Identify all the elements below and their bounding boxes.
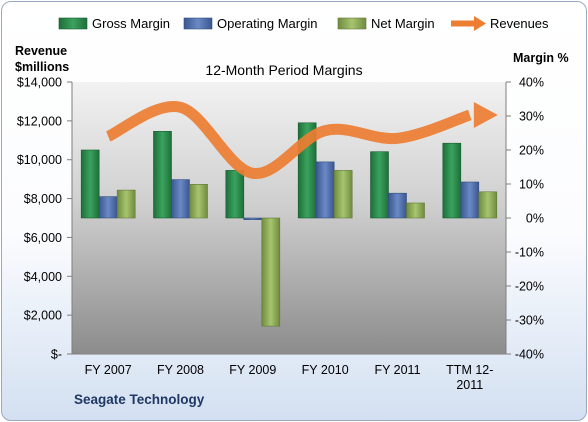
left-tick-label-2: $4,000 <box>24 270 62 284</box>
x-tick-label-2: FY 2008 <box>157 363 204 377</box>
x-tick-label-1: FY 2007 <box>85 363 132 377</box>
bar-gross-margin-5 <box>370 151 389 219</box>
bar-operating-margin-2 <box>171 179 190 219</box>
legend-label-operating-margin: Operating Margin <box>217 16 317 31</box>
legend-item-operating-margin: Operating Margin <box>183 16 317 31</box>
right-tick-label-3: -10% <box>515 246 544 260</box>
bar-operating-margin-5 <box>388 192 407 219</box>
left-tick-label-4: $8,000 <box>24 192 62 206</box>
left-axis-title-line1: Revenue <box>15 44 67 58</box>
company-name: Seagate Technology <box>74 392 205 407</box>
x-tick-label-3: FY 2009 <box>229 363 276 377</box>
x-tick-label-6-line2: 2011 <box>456 378 483 392</box>
left-tick-label-1: $2,000 <box>24 309 62 323</box>
x-tick-label-5: FY 2011 <box>374 363 420 377</box>
revenue-arrowhead <box>473 102 498 129</box>
legend-label-revenues: Revenues <box>490 16 549 31</box>
bar-net-margin-5 <box>406 202 425 219</box>
left-tick-label-0: $- <box>51 348 62 362</box>
bar-gross-margin-1 <box>80 149 100 219</box>
x-tick-label-4: FY 2010 <box>302 363 349 377</box>
left-tick-label-6: $12,000 <box>17 114 62 128</box>
bar-gross-margin-2 <box>153 131 172 219</box>
legend-swatch-gross-margin <box>58 17 88 30</box>
left-tick-label-5: $10,000 <box>17 153 62 167</box>
right-tick-label-1: -30% <box>515 314 544 328</box>
bar-gross-margin-3 <box>225 170 245 219</box>
right-tick-label-6: 20% <box>519 144 544 158</box>
bar-net-margin-3 <box>261 217 281 327</box>
chart-title: 12-Month Period Margins <box>205 62 362 78</box>
right-tick-label-0: -40% <box>515 348 544 362</box>
right-tick-label-4: 0% <box>526 212 544 226</box>
legend-item-net-margin: Net Margin <box>337 16 435 31</box>
ticks-layer: $- $2,000 $4,000 $6,000 $8,000 $10,000 $12,000… <box>17 76 544 393</box>
bar-operating-margin-4 <box>315 161 335 219</box>
bar-net-margin-1 <box>116 189 136 219</box>
legend-label-net-margin: Net Margin <box>371 16 435 31</box>
legend-arrowhead-revenues <box>474 16 486 31</box>
left-tick-label-3: $6,000 <box>24 231 62 245</box>
x-tick-label-6-line1: TTM 12- <box>446 363 493 377</box>
legend-swatch-operating-margin <box>183 17 213 30</box>
left-tick-label-7: $14,000 <box>17 76 62 90</box>
bar-net-margin-4 <box>333 170 353 219</box>
bar-net-margin-6 <box>478 191 498 219</box>
bar-net-margin-2 <box>189 184 208 219</box>
bar-operating-margin-1 <box>98 196 118 219</box>
bar-operating-margin-6 <box>460 181 480 219</box>
right-tick-label-5: 10% <box>519 178 544 192</box>
right-axis-title: Margin % <box>513 51 569 65</box>
revenue-line <box>105 101 472 179</box>
legend-item-gross-margin: Gross Margin <box>58 16 170 31</box>
revenue-line-layer <box>105 101 498 179</box>
legend-label-gross-margin: Gross Margin <box>92 16 170 31</box>
legend-swatch-net-margin <box>337 17 367 30</box>
right-tick-label-7: 30% <box>519 110 544 124</box>
right-tick-label-8: 40% <box>519 76 544 90</box>
right-tick-label-2: -20% <box>515 280 544 294</box>
legend: Gross Margin Operating Margin Net Margin… <box>58 16 549 31</box>
left-axis-title-line2: $millions <box>15 60 69 74</box>
bar-operating-margin-3 <box>243 217 263 221</box>
bar-gross-margin-6 <box>442 142 462 219</box>
legend-item-revenues: Revenues <box>451 16 549 31</box>
